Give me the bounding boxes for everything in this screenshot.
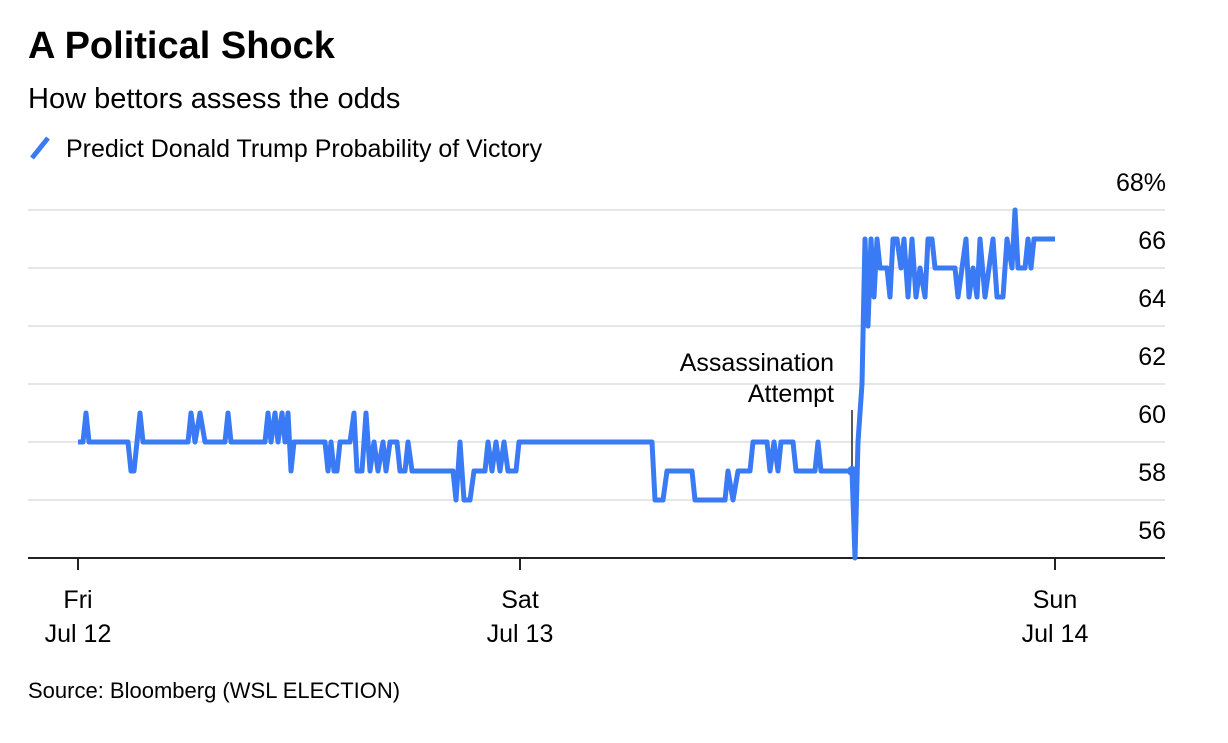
y-tick-label: 62 bbox=[1138, 343, 1166, 371]
y-tick-label: 58 bbox=[1138, 459, 1166, 487]
source: Source: Bloomberg (WSL ELECTION) bbox=[28, 678, 400, 703]
x-tick-label: Jul 12 bbox=[45, 620, 112, 648]
y-tick-label: 66 bbox=[1138, 227, 1166, 255]
annotation-dot bbox=[847, 466, 857, 476]
y-tick-label: 56 bbox=[1138, 517, 1166, 545]
legend-swatch bbox=[30, 136, 50, 160]
chart-title: A Political Shock bbox=[28, 25, 336, 67]
x-tick-label: Sun bbox=[1033, 586, 1077, 614]
y-tick-label: 60 bbox=[1138, 401, 1166, 429]
annotation-text: Assassination bbox=[680, 349, 834, 377]
series-line bbox=[78, 207, 1055, 561]
chart-subtitle: How bettors assess the odds bbox=[28, 83, 400, 115]
legend-label: Predict Donald Trump Probability of Vict… bbox=[66, 135, 543, 163]
x-tick-label: Jul 14 bbox=[1022, 620, 1089, 648]
annotation-text: Attempt bbox=[748, 380, 834, 408]
x-tick-label: Jul 13 bbox=[487, 620, 554, 648]
y-tick-label: 64 bbox=[1138, 285, 1166, 313]
y-tick-label: 68% bbox=[1116, 169, 1166, 197]
x-tick-label: Sat bbox=[501, 586, 539, 614]
x-tick-label: Fri bbox=[63, 586, 92, 614]
